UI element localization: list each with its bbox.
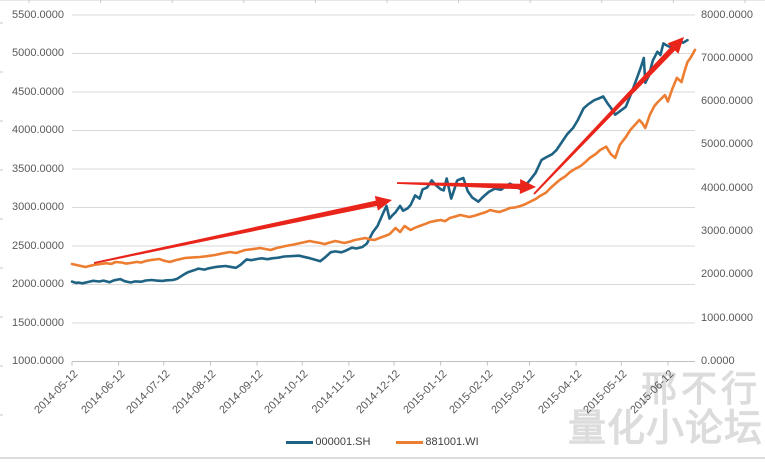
trend-arrow bbox=[533, 37, 684, 195]
y-axis-right-label: 0.0000 bbox=[701, 355, 735, 367]
y-axis-left-label: 5000.0000 bbox=[12, 47, 64, 59]
trend-arrow bbox=[397, 179, 536, 194]
y-axis-left-label: 1500.0000 bbox=[12, 316, 64, 329]
y-axis-left-label: 4000.0000 bbox=[12, 124, 64, 136]
legend-item-000001SH: 000001.SH bbox=[286, 436, 370, 448]
y-axis-left-label: 5500.0000 bbox=[12, 8, 64, 21]
y-axis-left-label: 2000.0000 bbox=[12, 278, 64, 290]
y-axis-right-label: 4000.0000 bbox=[701, 181, 753, 194]
y-axis-left-label: 1000.0000 bbox=[12, 355, 64, 367]
spreadsheet-top-gridline bbox=[0, 0, 765, 1]
trend-arrow bbox=[93, 196, 393, 264]
y-axis-left-label: 2500.0000 bbox=[12, 239, 64, 252]
legend-label: 000001.SH bbox=[315, 436, 371, 448]
y-axis-right-label: 2000.0000 bbox=[701, 268, 753, 281]
y-axis-left-label: 3500.0000 bbox=[12, 162, 64, 175]
y-axis-right-label: 8000.0000 bbox=[701, 8, 753, 21]
legend-line-swatch bbox=[286, 440, 314, 444]
series-line-881001WI bbox=[70, 48, 697, 269]
legend-label: 881001.WI bbox=[425, 436, 479, 448]
legend: 000001.SH 881001.WI bbox=[0, 433, 765, 451]
y-axis-left-label: 4500.0000 bbox=[12, 85, 64, 98]
y-axis-left-label: 3000.0000 bbox=[12, 201, 64, 213]
spreadsheet-bottom-gridline bbox=[0, 457, 765, 459]
y-axis-right-label: 3000.0000 bbox=[701, 225, 753, 238]
series-line-000001SH bbox=[70, 38, 689, 285]
y-axis-right-label: 1000.0000 bbox=[701, 311, 753, 324]
y-axis-right-label: 7000.0000 bbox=[701, 51, 753, 64]
y-axis-right-label: 5000.0000 bbox=[701, 138, 753, 151]
legend-item-881001WI: 881001.WI bbox=[396, 436, 479, 448]
legend-line-swatch bbox=[396, 440, 424, 444]
y-axis-right-label: 6000.0000 bbox=[701, 95, 753, 108]
